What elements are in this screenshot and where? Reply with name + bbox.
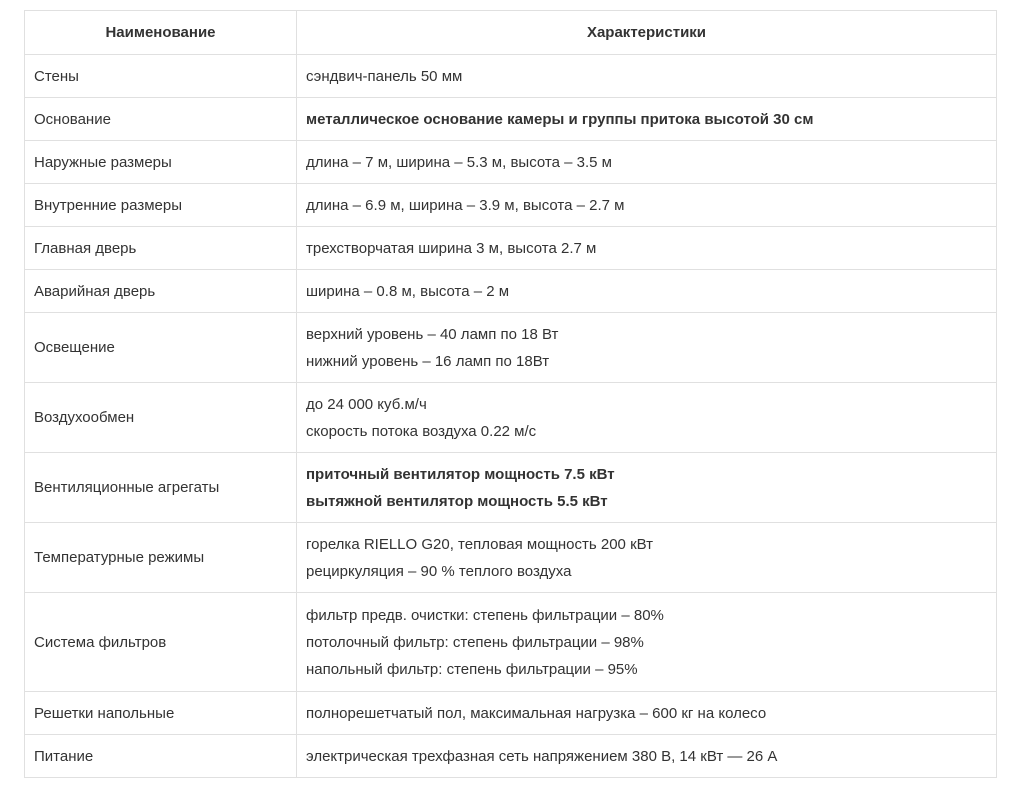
specifications-table: Наименование Характеристики Стены сэндвич… — [24, 10, 997, 778]
row-name: Питание — [24, 734, 297, 778]
row-name: Основание — [24, 97, 297, 141]
table-row: Температурные режимы горелка RIELLO G20, … — [24, 522, 997, 593]
characteristic-line: ширина – 0.8 м, высота – 2 м — [306, 282, 510, 300]
row-name: Система фильтров — [24, 592, 297, 692]
row-name: Воздухообмен — [24, 382, 297, 453]
table-row: Наружные размеры длина – 7 м, ширина – 5.… — [24, 140, 997, 184]
characteristic-line: полнорешетчатый пол, максимальная нагруз… — [306, 704, 767, 722]
table-row: Аварийная дверь ширина – 0.8 м, высота – … — [24, 269, 997, 313]
characteristic-line: рециркуляция – 90 % теплого воздуха — [306, 562, 572, 580]
row-characteristics: длина – 6.9 м, ширина – 3.9 м, высота – … — [296, 183, 997, 227]
row-name: Внутренние размеры — [24, 183, 297, 227]
characteristic-line: приточный вентилятор мощность 7.5 кВт — [306, 465, 615, 483]
characteristic-line: нижний уровень – 16 ламп по 18Вт — [306, 352, 550, 370]
row-name: Аварийная дверь — [24, 269, 297, 313]
row-characteristics: приточный вентилятор мощность 7.5 кВт выт… — [296, 452, 997, 523]
characteristic-line: до 24 000 куб.м/ч — [306, 395, 427, 413]
row-name: Главная дверь — [24, 226, 297, 270]
characteristic-line: напольный фильтр: степень фильтрации – 9… — [306, 660, 638, 678]
row-characteristics: верхний уровень – 40 ламп по 18 Вт нижний… — [296, 312, 997, 383]
characteristic-line: трехстворчатая ширина 3 м, высота 2.7 м — [306, 239, 597, 257]
table-row: Вентиляционные агрегаты приточный вентиля… — [24, 452, 997, 523]
row-characteristics: горелка RIELLO G20, тепловая мощность 20… — [296, 522, 997, 593]
row-name: Температурные режимы — [24, 522, 297, 593]
table-row: Стены сэндвич-панель 50 мм — [24, 54, 997, 98]
row-characteristics: трехстворчатая ширина 3 м, высота 2.7 м — [296, 226, 997, 270]
table-row: Питание электрическая трехфазная сеть нап… — [24, 734, 997, 778]
characteristic-line: верхний уровень – 40 ламп по 18 Вт — [306, 325, 559, 343]
characteristic-line: длина – 6.9 м, ширина – 3.9 м, высота – … — [306, 196, 625, 214]
table-row: Основание металлическое основание камеры … — [24, 97, 997, 141]
characteristic-line: горелка RIELLO G20, тепловая мощность 20… — [306, 535, 654, 553]
table-row: Решетки напольные полнорешетчатый пол, ма… — [24, 691, 997, 735]
row-characteristics: фильтр предв. очистки: степень фильтраци… — [296, 592, 997, 692]
row-characteristics: электрическая трехфазная сеть напряжение… — [296, 734, 997, 778]
table-row: Система фильтров фильтр предв. очистки: с… — [24, 592, 997, 692]
characteristic-line: вытяжной вентилятор мощность 5.5 кВт — [306, 492, 608, 510]
row-characteristics: металлическое основание камеры и группы … — [296, 97, 997, 141]
row-name: Решетки напольные — [24, 691, 297, 735]
row-characteristics: длина – 7 м, ширина – 5.3 м, высота – 3.… — [296, 140, 997, 184]
characteristic-line: длина – 7 м, ширина – 5.3 м, высота – 3.… — [306, 153, 612, 171]
characteristic-line: металлическое основание камеры и группы … — [306, 110, 814, 128]
table-header-row: Наименование Характеристики — [24, 10, 997, 55]
row-characteristics: до 24 000 куб.м/ч скорость потока воздуха… — [296, 382, 997, 453]
characteristic-line: скорость потока воздуха 0.22 м/с — [306, 422, 537, 440]
row-characteristics: ширина – 0.8 м, высота – 2 м — [296, 269, 997, 313]
header-characteristics: Характеристики — [296, 10, 997, 55]
row-characteristics: сэндвич-панель 50 мм — [296, 54, 997, 98]
table-row: Воздухообмен до 24 000 куб.м/ч скорость по… — [24, 382, 997, 453]
row-characteristics: полнорешетчатый пол, максимальная нагруз… — [296, 691, 997, 735]
row-name: Освещение — [24, 312, 297, 383]
row-name: Наружные размеры — [24, 140, 297, 184]
characteristic-line: фильтр предв. очистки: степень фильтраци… — [306, 606, 664, 624]
table-row: Главная дверь трехстворчатая ширина 3 м, … — [24, 226, 997, 270]
characteristic-line: потолочный фильтр: степень фильтрации – … — [306, 633, 644, 651]
header-name: Наименование — [24, 10, 297, 55]
table-row: Освещение верхний уровень – 40 ламп по 18… — [24, 312, 997, 383]
row-name: Вентиляционные агрегаты — [24, 452, 297, 523]
row-name: Стены — [24, 54, 297, 98]
characteristic-line: электрическая трехфазная сеть напряжение… — [306, 747, 778, 765]
table-row: Внутренние размеры длина – 6.9 м, ширина … — [24, 183, 997, 227]
characteristic-line: сэндвич-панель 50 мм — [306, 67, 463, 85]
